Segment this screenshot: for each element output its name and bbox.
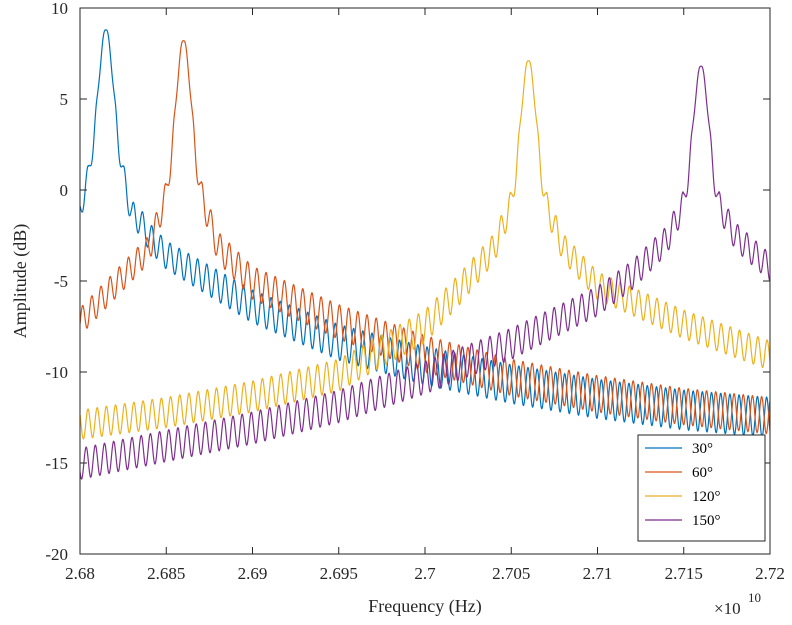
- x-tick-label: 2.695: [320, 564, 358, 583]
- x-multiplier-exponent: 10: [748, 590, 761, 605]
- legend-label: 120°: [692, 489, 721, 505]
- y-tick-label: -15: [45, 454, 68, 473]
- x-tick-label: 2.685: [147, 564, 185, 583]
- x-tick-label: 2.705: [492, 564, 530, 583]
- series-line-3: [80, 65, 770, 480]
- y-tick-label: 5: [60, 90, 69, 109]
- legend-box: [637, 434, 766, 542]
- legend-label: 30°: [692, 441, 713, 457]
- legend: 30° 60° 120° 150°: [637, 434, 766, 542]
- x-tick-label: 2.69: [238, 564, 268, 583]
- y-tick-label: 0: [60, 181, 69, 200]
- y-tick-label: -10: [45, 363, 68, 382]
- x-tick-label: 2.7: [414, 564, 436, 583]
- x-multiplier-label: ×10: [714, 599, 741, 618]
- x-tick-label: 2.72: [755, 564, 785, 583]
- series-line-2: [80, 60, 770, 440]
- y-axis-label: Amplitude (dB): [10, 224, 31, 339]
- ticks-layer: 2.68 2.685 2.69 2.695 2.7 2.705 2.71 2.715 2.72 1…: [45, 0, 785, 583]
- x-axis-label: Frequency (Hz): [368, 596, 481, 617]
- legend-label: 150°: [692, 513, 721, 529]
- x-tick-label: 2.71: [583, 564, 613, 583]
- legend-label: 60°: [692, 465, 713, 481]
- y-tick-label: -20: [45, 545, 68, 564]
- y-tick-label: -5: [54, 272, 68, 291]
- x-tick-label: 2.715: [665, 564, 703, 583]
- x-tick-label: 2.68: [65, 564, 95, 583]
- series-layer: [80, 29, 770, 480]
- y-tick-label: 10: [51, 0, 68, 18]
